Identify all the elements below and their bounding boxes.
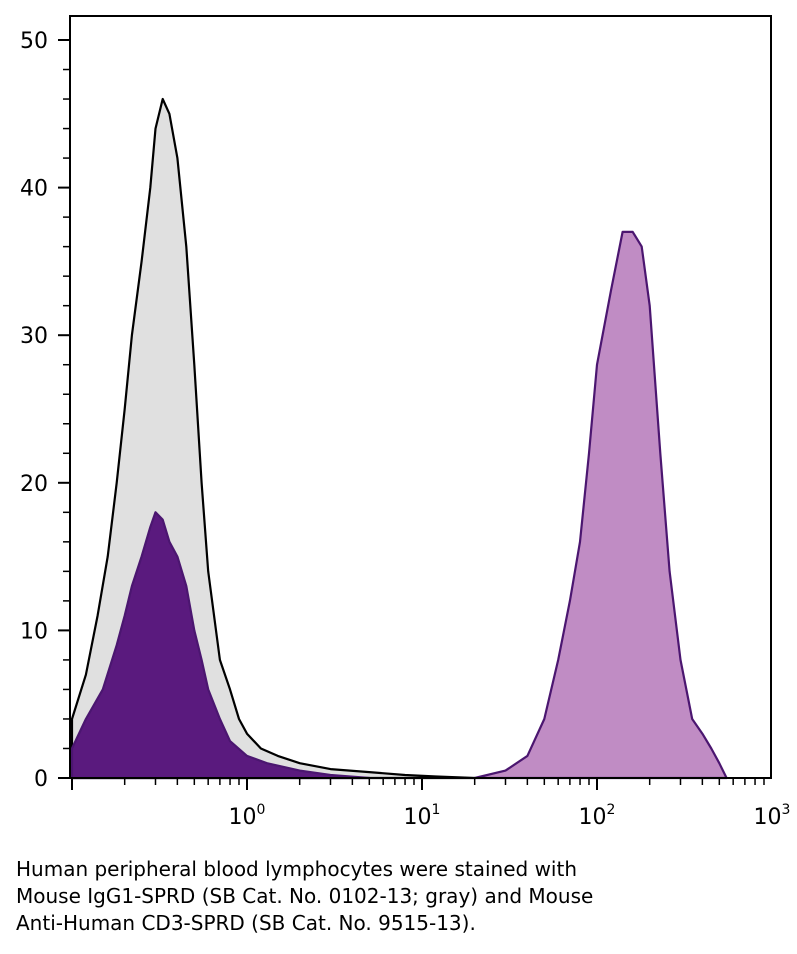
figure-caption: Human peripheral blood lymphocytes were … [16, 856, 786, 937]
series-2-area [70, 511, 371, 780]
x-tick-label-2: 102 [579, 802, 616, 830]
y-tick-label-30: 30 [20, 324, 48, 349]
y-tick-label-40: 40 [20, 177, 48, 202]
histogram-chart: 0 10 20 30 40 50 100 101 102 103 [20, 15, 790, 830]
series-layer [70, 97, 728, 780]
caption-line-2: Mouse IgG1-SPRD (SB Cat. No. 0102-13; gr… [16, 884, 594, 908]
series-3-area [473, 230, 728, 780]
axis-layer: 0 10 20 30 40 50 100 101 102 103 [20, 29, 790, 830]
y-tick-label-20: 20 [20, 472, 48, 497]
y-tick-label-50: 50 [20, 29, 48, 54]
x-tick-label-0: 100 [229, 802, 266, 830]
x-tick-label-1: 101 [404, 802, 441, 830]
caption-line-1: Human peripheral blood lymphocytes were … [16, 857, 577, 881]
y-tick-label-0: 0 [34, 767, 48, 792]
y-tick-label-10: 10 [20, 619, 48, 644]
caption-line-3: Anti-Human CD3-SPRD (SB Cat. No. 9515-13… [16, 911, 476, 935]
plot-frame [69, 15, 772, 779]
x-tick-label-3: 103 [754, 802, 791, 830]
